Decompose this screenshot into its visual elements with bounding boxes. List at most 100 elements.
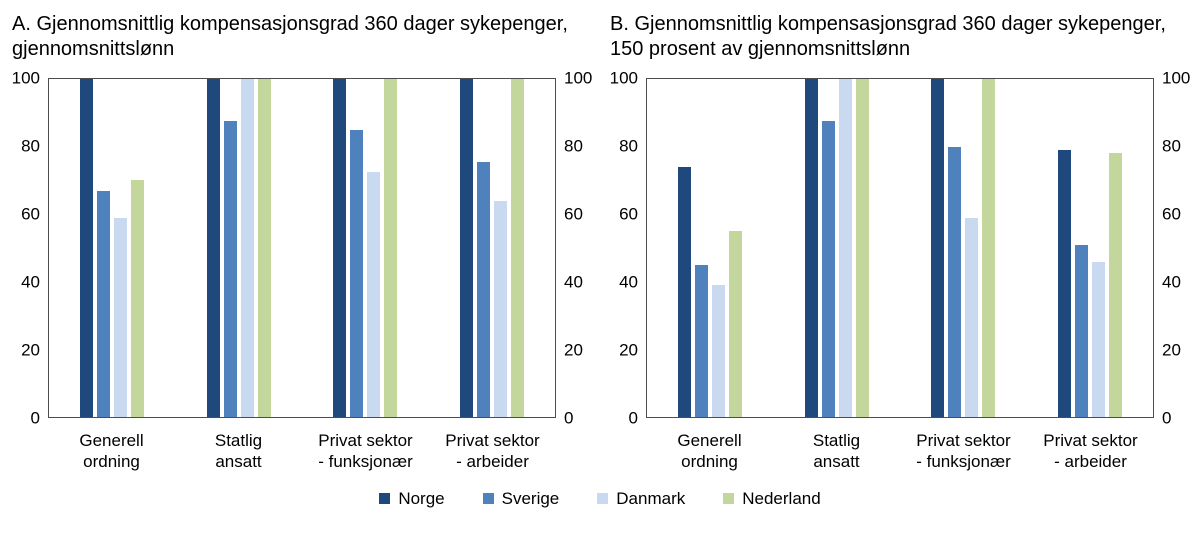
x-axis-labels: Generell ordning Statlig ansatt Privat sek… [646,430,1154,473]
chart-b-body: 0 20 40 60 80 100 Generell ordning Statlig ans… [608,70,1192,473]
bar-norge [206,79,220,417]
bar-danmark [240,79,254,417]
bar-sverige [695,264,709,417]
y-tick-label: 60 [619,204,638,224]
y-tick-label: 80 [564,136,583,156]
bar-group [80,79,145,417]
bar-norge [333,79,347,417]
bar-sverige [1074,244,1088,417]
chart-a-title: A. Gjennomsnittlig kompensasjonsgrad 360… [12,13,568,60]
x-axis-labels: Generell ordning Statlig ansatt Privat sek… [48,430,556,473]
legend-label: Norge [398,488,445,508]
legend-swatch-icon [723,493,735,504]
chart-panel-a: A. Gjennomsnittlig kompensasjonsgrad 360… [10,12,594,473]
bar-group [931,79,996,417]
legend: Norge Sverige Danmark Nederland [0,489,1200,509]
category-label: Privat sektor - funksjonær [318,431,413,472]
legend-swatch-icon [482,493,494,504]
bar-danmark [838,79,852,417]
category-label: Privat sektor - arbeider [1043,431,1138,472]
legend-swatch-icon [597,493,609,504]
legend-label: Nederland [742,488,821,508]
bar-norge [678,166,692,417]
y-tick-label: 20 [21,340,40,360]
bar-norge [80,79,94,417]
bar-group [804,79,869,417]
y-tick-label: 100 [1162,68,1191,88]
bar-sverige [821,121,835,417]
y-tick-label: 20 [1162,340,1181,360]
bar-sverige [476,161,490,417]
bar-norge [804,79,818,417]
legend-item-norge: Norge [379,488,445,509]
y-axis-left: 0 20 40 60 80 100 [608,70,646,427]
y-tick-label: 40 [619,272,638,292]
bar-group [678,79,743,417]
y-tick-label: 40 [21,272,40,292]
bar-norge [459,79,473,417]
bar-danmark [367,171,381,417]
bar-nederland [384,79,398,417]
bar-danmark [712,285,726,417]
bar-danmark [1091,261,1105,417]
bar-norge [931,79,945,417]
category-label: Generell ordning [79,431,144,472]
chart-a-center: Generell ordning Statlig ansatt Privat sek… [48,78,556,473]
bar-sverige [97,190,111,417]
bar-danmark [493,200,507,417]
bar-sverige [948,146,962,417]
bar-danmark [114,217,128,417]
bar-nederland [257,79,271,417]
y-tick-label: 60 [564,204,583,224]
bar-group [333,79,398,417]
y-tick-label: 60 [1162,204,1181,224]
chart-b-title: B. Gjennomsnittlig kompensasjonsgrad 360… [610,13,1166,60]
bar-norge [1057,149,1071,417]
y-axis-left: 0 20 40 60 80 100 [10,70,48,427]
bar-nederland [982,79,996,417]
y-tick-label: 80 [21,136,40,156]
y-tick-label: 40 [1162,272,1181,292]
bar-nederland [131,180,145,417]
chart-a-body: 0 20 40 60 80 100 Generell ordning Statlig ans… [10,70,594,473]
bar-nederland [1108,153,1122,417]
plot-area [48,78,556,418]
y-tick-label: 80 [619,136,638,156]
y-tick-label: 20 [619,340,638,360]
y-tick-label: 80 [1162,136,1181,156]
y-tick-label: 0 [628,408,638,428]
legend-swatch-icon [379,493,391,504]
y-tick-label: 0 [564,408,574,428]
y-tick-label: 60 [21,204,40,224]
y-tick-label: 100 [564,68,593,88]
legend-item-danmark: Danmark [597,489,685,509]
bar-nederland [729,231,743,417]
y-tick-label: 100 [609,68,638,88]
legend-label: Danmark [616,488,686,508]
chart-b-center: Generell ordning Statlig ansatt Privat sek… [646,78,1154,473]
category-label: Statlig ansatt [812,431,861,472]
category-label: Privat sektor - funksjonær [916,431,1011,472]
bar-nederland [855,79,869,417]
legend-item-sverige: Sverige [482,488,560,509]
y-tick-label: 40 [564,272,583,292]
y-axis-right: 0 20 40 60 80 100 [1154,70,1192,427]
category-label: Privat sektor - arbeider [445,431,540,472]
y-axis-right: 0 20 40 60 80 100 [556,70,594,427]
y-tick-label: 100 [11,68,40,88]
chart-panel-b: B. Gjennomsnittlig kompensasjonsgrad 360… [608,12,1192,473]
category-label: Statlig ansatt [214,431,263,472]
category-label: Generell ordning [677,431,742,472]
bar-nederland [510,79,524,417]
legend-label: Sverige [501,488,560,508]
bar-group [459,79,524,417]
charts-row: A. Gjennomsnittlig kompensasjonsgrad 360… [10,12,1192,473]
y-tick-label: 0 [1162,408,1172,428]
legend-item-nederland: Nederland [723,488,821,509]
y-tick-label: 20 [564,340,583,360]
plot-area [646,78,1154,418]
bar-group [206,79,271,417]
bar-group [1057,79,1122,417]
y-tick-label: 0 [30,408,40,428]
